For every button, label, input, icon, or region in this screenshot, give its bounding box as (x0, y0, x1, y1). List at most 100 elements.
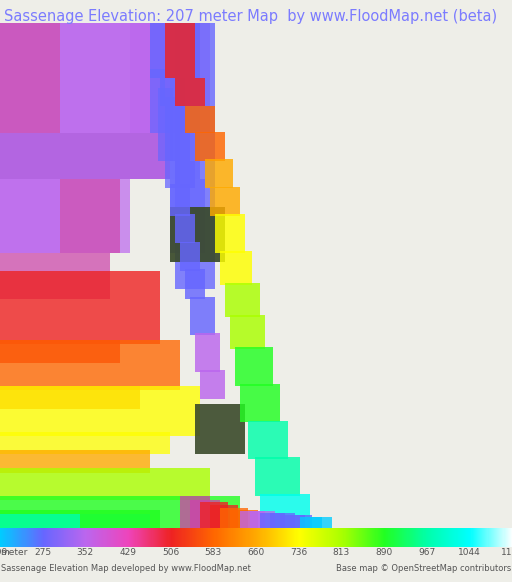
Bar (470, 528, 471, 547)
Bar (302, 528, 303, 547)
Bar (44, 528, 45, 547)
Bar (221, 528, 222, 547)
Bar (265, 528, 266, 547)
Bar (438, 528, 439, 547)
Bar (313, 528, 315, 547)
Bar (88, 528, 89, 547)
Bar (300, 528, 301, 547)
Bar (195, 528, 196, 547)
Bar (241, 528, 242, 547)
Bar (120, 528, 122, 547)
Bar (20, 528, 22, 547)
Bar (0, 23, 170, 179)
Bar (338, 528, 339, 547)
Bar (200, 502, 228, 528)
Bar (162, 528, 163, 547)
Bar (108, 528, 109, 547)
Bar (486, 528, 487, 547)
Bar (494, 528, 495, 547)
Bar (455, 528, 456, 547)
Bar (4, 528, 5, 547)
Bar (39, 528, 40, 547)
Bar (432, 528, 433, 547)
Bar (441, 528, 443, 547)
Bar (364, 528, 365, 547)
Bar (222, 528, 223, 547)
Bar (452, 528, 453, 547)
Bar (112, 528, 113, 547)
Bar (488, 528, 489, 547)
Bar (210, 187, 240, 216)
Bar (411, 528, 412, 547)
Bar (30, 528, 31, 547)
Bar (435, 528, 436, 547)
Bar (325, 528, 327, 547)
Bar (290, 515, 312, 528)
Bar (165, 528, 166, 547)
Bar (387, 528, 388, 547)
Bar (209, 528, 210, 547)
Bar (232, 528, 233, 547)
Bar (450, 528, 451, 547)
Bar (193, 528, 194, 547)
Bar (416, 528, 417, 547)
Bar (492, 528, 493, 547)
Bar (0, 23, 60, 133)
Bar (426, 528, 428, 547)
Bar (266, 528, 267, 547)
Bar (356, 528, 357, 547)
Bar (96, 528, 97, 547)
Bar (172, 528, 173, 547)
Bar (478, 528, 479, 547)
Bar (393, 528, 394, 547)
Bar (270, 528, 271, 547)
Bar (23, 528, 24, 547)
Bar (259, 528, 260, 547)
Bar (318, 528, 319, 547)
Bar (105, 528, 106, 547)
Bar (480, 528, 481, 547)
Bar (316, 528, 317, 547)
Bar (487, 528, 488, 547)
Bar (220, 508, 248, 528)
Bar (400, 528, 401, 547)
Bar (170, 23, 200, 133)
Bar (509, 528, 510, 547)
Bar (14, 528, 15, 547)
Bar (457, 528, 458, 547)
Bar (368, 528, 369, 547)
Bar (148, 528, 150, 547)
Bar (212, 528, 214, 547)
Bar (13, 528, 14, 547)
Bar (333, 528, 334, 547)
Bar (413, 528, 414, 547)
Bar (446, 528, 447, 547)
Bar (456, 528, 457, 547)
Bar (0, 386, 200, 436)
Bar (483, 528, 484, 547)
Bar (295, 528, 296, 547)
Bar (15, 528, 16, 547)
Bar (26, 528, 27, 547)
Bar (56, 528, 57, 547)
Bar (353, 528, 354, 547)
Bar (0, 514, 80, 528)
Bar (463, 528, 464, 547)
Bar (211, 528, 212, 547)
Bar (398, 528, 399, 547)
Bar (84, 528, 86, 547)
Bar (268, 528, 269, 547)
Bar (89, 528, 90, 547)
Bar (409, 528, 410, 547)
Bar (248, 421, 288, 459)
Bar (315, 528, 316, 547)
Bar (189, 528, 190, 547)
Bar (181, 528, 182, 547)
Bar (3, 528, 4, 547)
Bar (445, 528, 446, 547)
Bar (60, 528, 61, 547)
Bar (165, 106, 185, 133)
Bar (256, 528, 257, 547)
Bar (507, 528, 508, 547)
Bar (360, 528, 361, 547)
